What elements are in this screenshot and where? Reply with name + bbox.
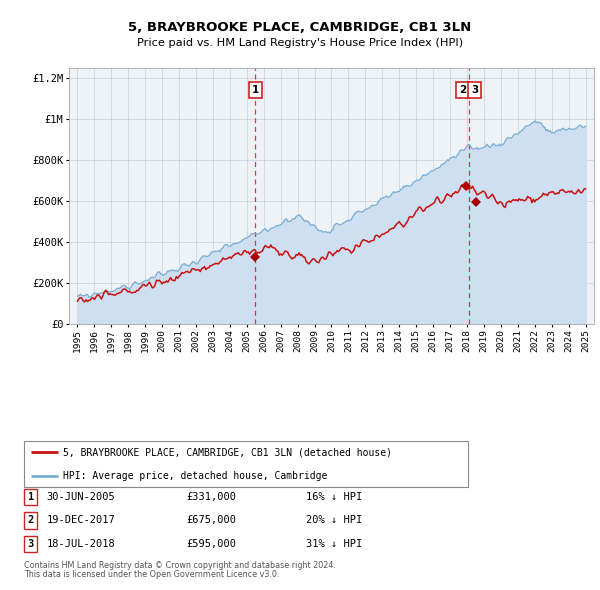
Text: 16% ↓ HPI: 16% ↓ HPI <box>306 492 362 502</box>
Text: This data is licensed under the Open Government Licence v3.0.: This data is licensed under the Open Gov… <box>24 571 280 579</box>
Text: 1: 1 <box>28 492 34 502</box>
Text: 30-JUN-2005: 30-JUN-2005 <box>46 492 115 502</box>
Text: £331,000: £331,000 <box>186 492 236 502</box>
Text: 31% ↓ HPI: 31% ↓ HPI <box>306 539 362 549</box>
Text: 2: 2 <box>28 516 34 525</box>
Text: HPI: Average price, detached house, Cambridge: HPI: Average price, detached house, Camb… <box>63 471 328 481</box>
Text: Price paid vs. HM Land Registry's House Price Index (HPI): Price paid vs. HM Land Registry's House … <box>137 38 463 48</box>
Text: Contains HM Land Registry data © Crown copyright and database right 2024.: Contains HM Land Registry data © Crown c… <box>24 561 336 570</box>
Text: 2: 2 <box>459 84 466 94</box>
Text: 1: 1 <box>251 84 259 94</box>
Text: 20% ↓ HPI: 20% ↓ HPI <box>306 516 362 525</box>
Text: 3: 3 <box>471 84 478 94</box>
Text: 5, BRAYBROOKE PLACE, CAMBRIDGE, CB1 3LN: 5, BRAYBROOKE PLACE, CAMBRIDGE, CB1 3LN <box>128 21 472 34</box>
Text: £595,000: £595,000 <box>186 539 236 549</box>
Text: 3: 3 <box>28 539 34 549</box>
Text: 18-JUL-2018: 18-JUL-2018 <box>46 539 115 549</box>
Text: 19-DEC-2017: 19-DEC-2017 <box>46 516 115 525</box>
Text: £675,000: £675,000 <box>186 516 236 525</box>
Text: 5, BRAYBROOKE PLACE, CAMBRIDGE, CB1 3LN (detached house): 5, BRAYBROOKE PLACE, CAMBRIDGE, CB1 3LN … <box>63 447 392 457</box>
